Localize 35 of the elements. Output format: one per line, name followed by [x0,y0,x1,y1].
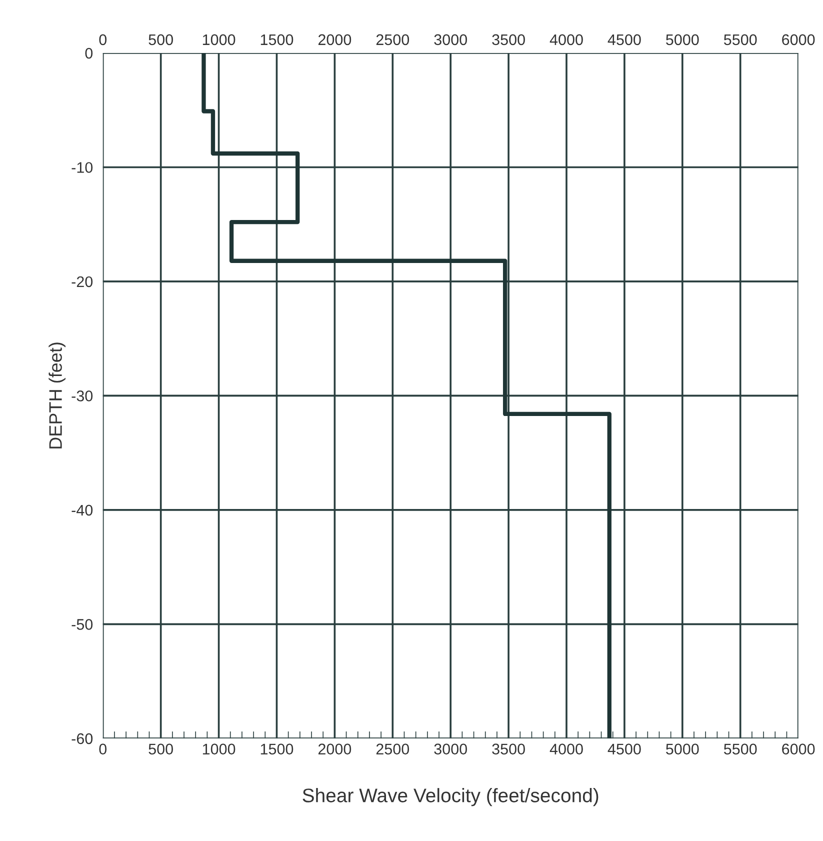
x2-tick-label: 6000 [782,34,815,46]
y-tick-label: -20 [72,276,93,288]
x-tick-label: 0 [99,744,107,754]
x2-tick-label: 500 [148,34,173,46]
y-tick-label: -40 [72,504,93,516]
x-tick-label: 1500 [260,744,294,754]
x2-tick-label: 0 [99,34,107,46]
x-axis-title: Shear Wave Velocity (feet/second) [302,788,598,806]
x-tick-label: 5000 [666,744,699,754]
x-tick-label: 6000 [782,744,815,754]
x2-tick-label: 2000 [318,34,352,46]
x-tick-label: 3000 [434,744,467,754]
x-tick-label: 1000 [202,744,236,754]
x-tick-label: 5500 [724,744,757,754]
x-tick-label: 3500 [492,744,525,754]
y-tick-label: -10 [72,162,93,173]
x2-tick-label: 5000 [666,34,699,46]
y-axis-title: DEPTH (feet) [48,342,66,448]
y-tick-label: -60 [72,733,93,744]
x2-tick-label: 1500 [260,34,294,46]
y-tick-label: -30 [72,390,93,402]
x-tick-label: 4500 [608,744,641,754]
x2-tick-label: 4000 [550,34,583,46]
y-tick-label: 0 [85,48,93,59]
x2-tick-label: 1000 [202,34,236,46]
x-tick-label: 4000 [550,744,583,754]
x2-tick-label: 4500 [608,34,641,46]
x2-tick-label: 3000 [434,34,467,46]
x-tick-label: 2500 [376,744,410,754]
y-tick-label: -50 [72,619,93,630]
x2-tick-label: 5500 [724,34,757,46]
x-tick-label: 500 [148,744,173,754]
x2-tick-label: 3500 [492,34,525,46]
x-tick-label: 2000 [318,744,352,754]
x2-tick-label: 2500 [376,34,410,46]
